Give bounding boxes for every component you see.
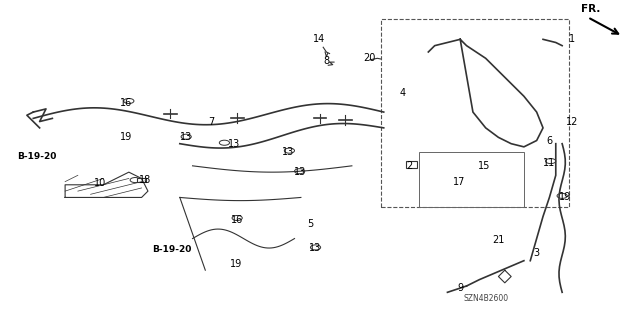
Text: 15: 15 — [478, 161, 491, 171]
Text: 21: 21 — [492, 235, 504, 245]
Bar — [381, 19, 568, 207]
Text: 17: 17 — [452, 177, 465, 187]
Text: 13: 13 — [228, 139, 240, 149]
Text: 20: 20 — [364, 53, 376, 63]
Text: 13: 13 — [180, 132, 192, 142]
Text: 1: 1 — [569, 34, 575, 44]
Text: 11: 11 — [543, 158, 556, 168]
Text: B-19-20: B-19-20 — [152, 245, 192, 254]
Text: 12: 12 — [566, 117, 578, 127]
Text: B-19-20: B-19-20 — [17, 152, 56, 161]
Text: 19: 19 — [120, 132, 132, 142]
Text: 7: 7 — [209, 116, 215, 127]
Text: 13: 13 — [294, 167, 306, 177]
Bar — [419, 152, 524, 207]
Text: 13: 13 — [308, 243, 321, 253]
Text: FR.: FR. — [581, 4, 600, 14]
Text: 8: 8 — [323, 56, 330, 66]
Bar — [137, 178, 146, 182]
Text: 2: 2 — [406, 161, 412, 171]
Text: 16: 16 — [120, 98, 132, 108]
Text: 9: 9 — [457, 283, 463, 293]
Text: 19: 19 — [230, 259, 242, 270]
Text: 4: 4 — [400, 88, 406, 98]
Text: 10: 10 — [94, 178, 106, 188]
Bar — [406, 161, 417, 168]
Text: 16: 16 — [231, 215, 243, 225]
Text: SZN4B2600: SZN4B2600 — [463, 294, 508, 303]
Text: 19: 19 — [559, 192, 572, 203]
Text: 18: 18 — [139, 175, 151, 185]
Text: 6: 6 — [547, 136, 552, 145]
Text: 13: 13 — [282, 147, 294, 157]
Text: 14: 14 — [312, 34, 325, 44]
Text: 3: 3 — [534, 248, 540, 258]
Text: 5: 5 — [307, 219, 314, 229]
